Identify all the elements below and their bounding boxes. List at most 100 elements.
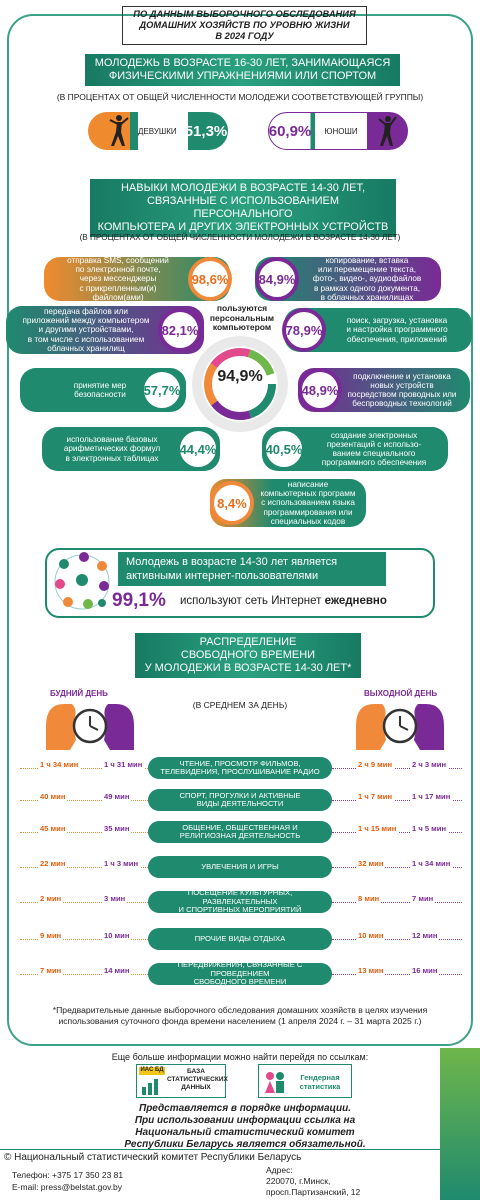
weekday-male-value: 1 ч 3 мин — [102, 859, 141, 868]
weekday-label: БУДНИЙ ДЕНЬ — [50, 689, 108, 698]
weekday-female-value: 9 мин — [38, 931, 64, 940]
content-frame — [7, 14, 473, 1046]
weekend-female-value: 8 мин — [356, 894, 382, 903]
boys-value: 60,9% — [268, 122, 312, 140]
database-link[interactable]: ИАС БД БАЗА СТАТИСТИЧЕСКИХ ДАННЫХ — [136, 1064, 228, 1098]
row-leader — [20, 768, 148, 769]
weekday-female-value: 45 мин — [38, 824, 68, 833]
decor-strip — [440, 1048, 480, 1200]
skill-value: 78,9% — [282, 308, 326, 352]
weekday-clock-icon — [46, 704, 134, 750]
skill-value: 57,7% — [140, 368, 184, 412]
row-leader — [20, 832, 148, 833]
boy-athlete-icon — [378, 116, 397, 146]
internet-box — [45, 548, 435, 618]
skill-value: 84,9% — [255, 257, 299, 301]
skill-value: 98,6% — [188, 257, 232, 301]
row-leader — [332, 974, 462, 975]
boys-label: ЮНОШИ — [315, 113, 367, 149]
weekday-male-value: 35 мин — [102, 824, 132, 833]
weekend-male-value: 7 мин — [410, 894, 436, 903]
skills-subtitle: (В ПРОЦЕНТАХ ОТ ОБЩЕЙ ЧИСЛЕННОСТИ МОЛОДЕ… — [79, 233, 401, 242]
weekend-male-value: 12 мин — [410, 931, 440, 940]
time-subtitle: (В СРЕДНЕМ ЗА ДЕНЬ) — [192, 700, 288, 710]
gender-people-icon — [265, 1072, 284, 1093]
gender-stats-link[interactable]: Гендерная статистика — [258, 1064, 352, 1098]
weekday-male-value: 49 мин — [102, 792, 132, 801]
center-value: 94,9% — [217, 368, 263, 385]
boys-pill: 60,9% ЮНОШИ — [268, 112, 408, 150]
weekday-female-value: 22 мин — [38, 859, 68, 868]
pc-usage-ring-icon — [204, 348, 276, 420]
row-leader — [332, 867, 462, 868]
weekend-female-value: 32 мин — [356, 859, 386, 868]
girls-value: 51,3% — [184, 122, 228, 140]
bar-chart-icon — [142, 1079, 158, 1095]
email-link[interactable]: E-mail: press@belstat.gov.by — [12, 1182, 123, 1192]
weekend-label: ВЫХОДНОЙ ДЕНЬ — [364, 689, 438, 698]
internet-daily-text: используют сеть Интернет ежедневно — [180, 595, 387, 607]
activity-pill: ПОСЕЩЕНИЕ КУЛЬТУРНЫХ, РАЗВЛЕКАТЕЛЬНЫХ И С… — [148, 889, 332, 914]
activity-pill: ЧТЕНИЕ, ПРОСМОТР ФИЛЬМОВ, ТЕЛЕВИДЕНИЯ, ПР… — [148, 757, 332, 779]
weekend-female-value: 10 мин — [356, 931, 386, 940]
row-leader — [20, 939, 148, 940]
weekday-female-value: 2 мин — [38, 894, 64, 903]
row-leader — [20, 800, 148, 801]
girls-label: ДЕВУШКИ — [138, 112, 188, 150]
activity-pill: СПОРТ, ПРОГУЛКИ И АКТИВНЫЕ ВИДЫ ДЕЯТЕЛЬНО… — [148, 789, 332, 811]
links-intro: Еще больше информации можно найти перейд… — [111, 1052, 369, 1062]
copyright: © Национальный статистический комитет Ре… — [4, 1152, 302, 1163]
weekend-clock-icon — [356, 704, 444, 750]
weekday-male-value: 14 мин — [102, 966, 132, 975]
weekday-female-value: 1 ч 34 мин — [38, 760, 81, 769]
internet-value: 99,1% — [112, 590, 166, 611]
activity-pill: ПРОЧИЕ ВИДЫ ОТДЫХА — [148, 928, 332, 950]
activity-pill: ПЕРЕДВИЖЕНИЯ, СВЯЗАННЫЕ С ПРОВЕДЕНИЕМ СВО… — [148, 961, 332, 986]
notice: Представляется в порядке информации. При… — [124, 1103, 366, 1150]
skill-value: 40,5% — [262, 427, 306, 471]
footer-divider — [0, 1149, 440, 1150]
weekday-male-value: 10 мин — [102, 931, 132, 940]
skill-value: 44,4% — [176, 427, 220, 471]
center-label: пользуются персональным компьютером — [209, 303, 275, 332]
row-leader — [20, 974, 148, 975]
sport-title: МОЛОДЕЖЬ В ВОЗРАСТЕ 16-30 ЛЕТ, ЗАНИМАЮЩА… — [85, 54, 400, 86]
header-line: ПО ДАННЫМ ВЫБОРОЧНОГО ОБСЛЕДОВАНИЯ — [133, 9, 356, 19]
page-header: ПО ДАННЫМ ВЫБОРОЧНОГО ОБСЛЕДОВАНИЯ ДОМАШ… — [122, 6, 367, 45]
weekday-male-value: 1 ч 31 мин — [102, 760, 145, 769]
weekend-female-value: 1 ч 15 мин — [356, 824, 399, 833]
row-leader — [332, 939, 462, 940]
internet-text: Молодежь в возрасте 14-30 лет является а… — [118, 552, 386, 586]
row-leader — [20, 902, 148, 903]
time-title: РАСПРЕДЕЛЕНИЕ СВОБОДНОГО ВРЕМЕНИ У МОЛОД… — [135, 633, 361, 678]
weekend-female-value: 2 ч 9 мин — [356, 760, 395, 769]
activity-pill: ОБЩЕНИЕ, ОБЩЕСТВЕННАЯ И РЕЛИГИОЗНАЯ ДЕЯТЕ… — [148, 821, 332, 843]
girls-pill: ДЕВУШКИ 51,3% — [88, 112, 228, 150]
weekend-male-value: 1 ч 34 мин — [410, 859, 453, 868]
weekday-female-value: 40 мин — [38, 792, 68, 801]
row-leader — [332, 768, 462, 769]
footnote: *Предварительные данные выборочного обсл… — [52, 1005, 428, 1026]
weekend-male-value: 1 ч 17 мин — [410, 792, 453, 801]
header-line: ДОМАШНИХ ХОЗЯЙСТВ ПО УРОВНЮ ЖИЗНИ — [139, 20, 350, 30]
weekday-male-value: 3 мин — [102, 894, 128, 903]
header-line: В 2024 ГОДУ — [215, 31, 274, 41]
girl-athlete-icon — [109, 115, 129, 146]
row-leader — [332, 902, 462, 903]
weekend-male-value: 16 мин — [410, 966, 440, 975]
skills-title: НАВЫКИ МОЛОДЕЖИ В ВОЗРАСТЕ 14-30 ЛЕТ, СВ… — [90, 179, 396, 237]
sport-subtitle: (В ПРОЦЕНТАХ ОТ ОБЩЕЙ ЧИСЛЕННОСТИ МОЛОДЕ… — [56, 92, 424, 102]
network-icons-icon — [54, 552, 110, 610]
phone: Телефон: +375 17 350 23 81 — [12, 1170, 124, 1180]
weekend-male-value: 2 ч 3 мин — [410, 760, 449, 769]
weekend-female-value: 13 мин — [356, 966, 386, 975]
address: Адрес: 220070, г.Минск, просп.Партизанск… — [266, 1165, 361, 1197]
row-leader — [20, 867, 148, 868]
activity-pill: УВЛЕЧЕНИЯ И ИГРЫ — [148, 856, 332, 878]
skill-value: 82,1% — [158, 308, 202, 352]
weekday-female-value: 7 мин — [38, 966, 64, 975]
skill-value: 48,9% — [298, 368, 342, 412]
weekend-female-value: 1 ч 7 мин — [356, 792, 395, 801]
row-leader — [332, 800, 462, 801]
skill-value: 8,4% — [210, 481, 254, 525]
